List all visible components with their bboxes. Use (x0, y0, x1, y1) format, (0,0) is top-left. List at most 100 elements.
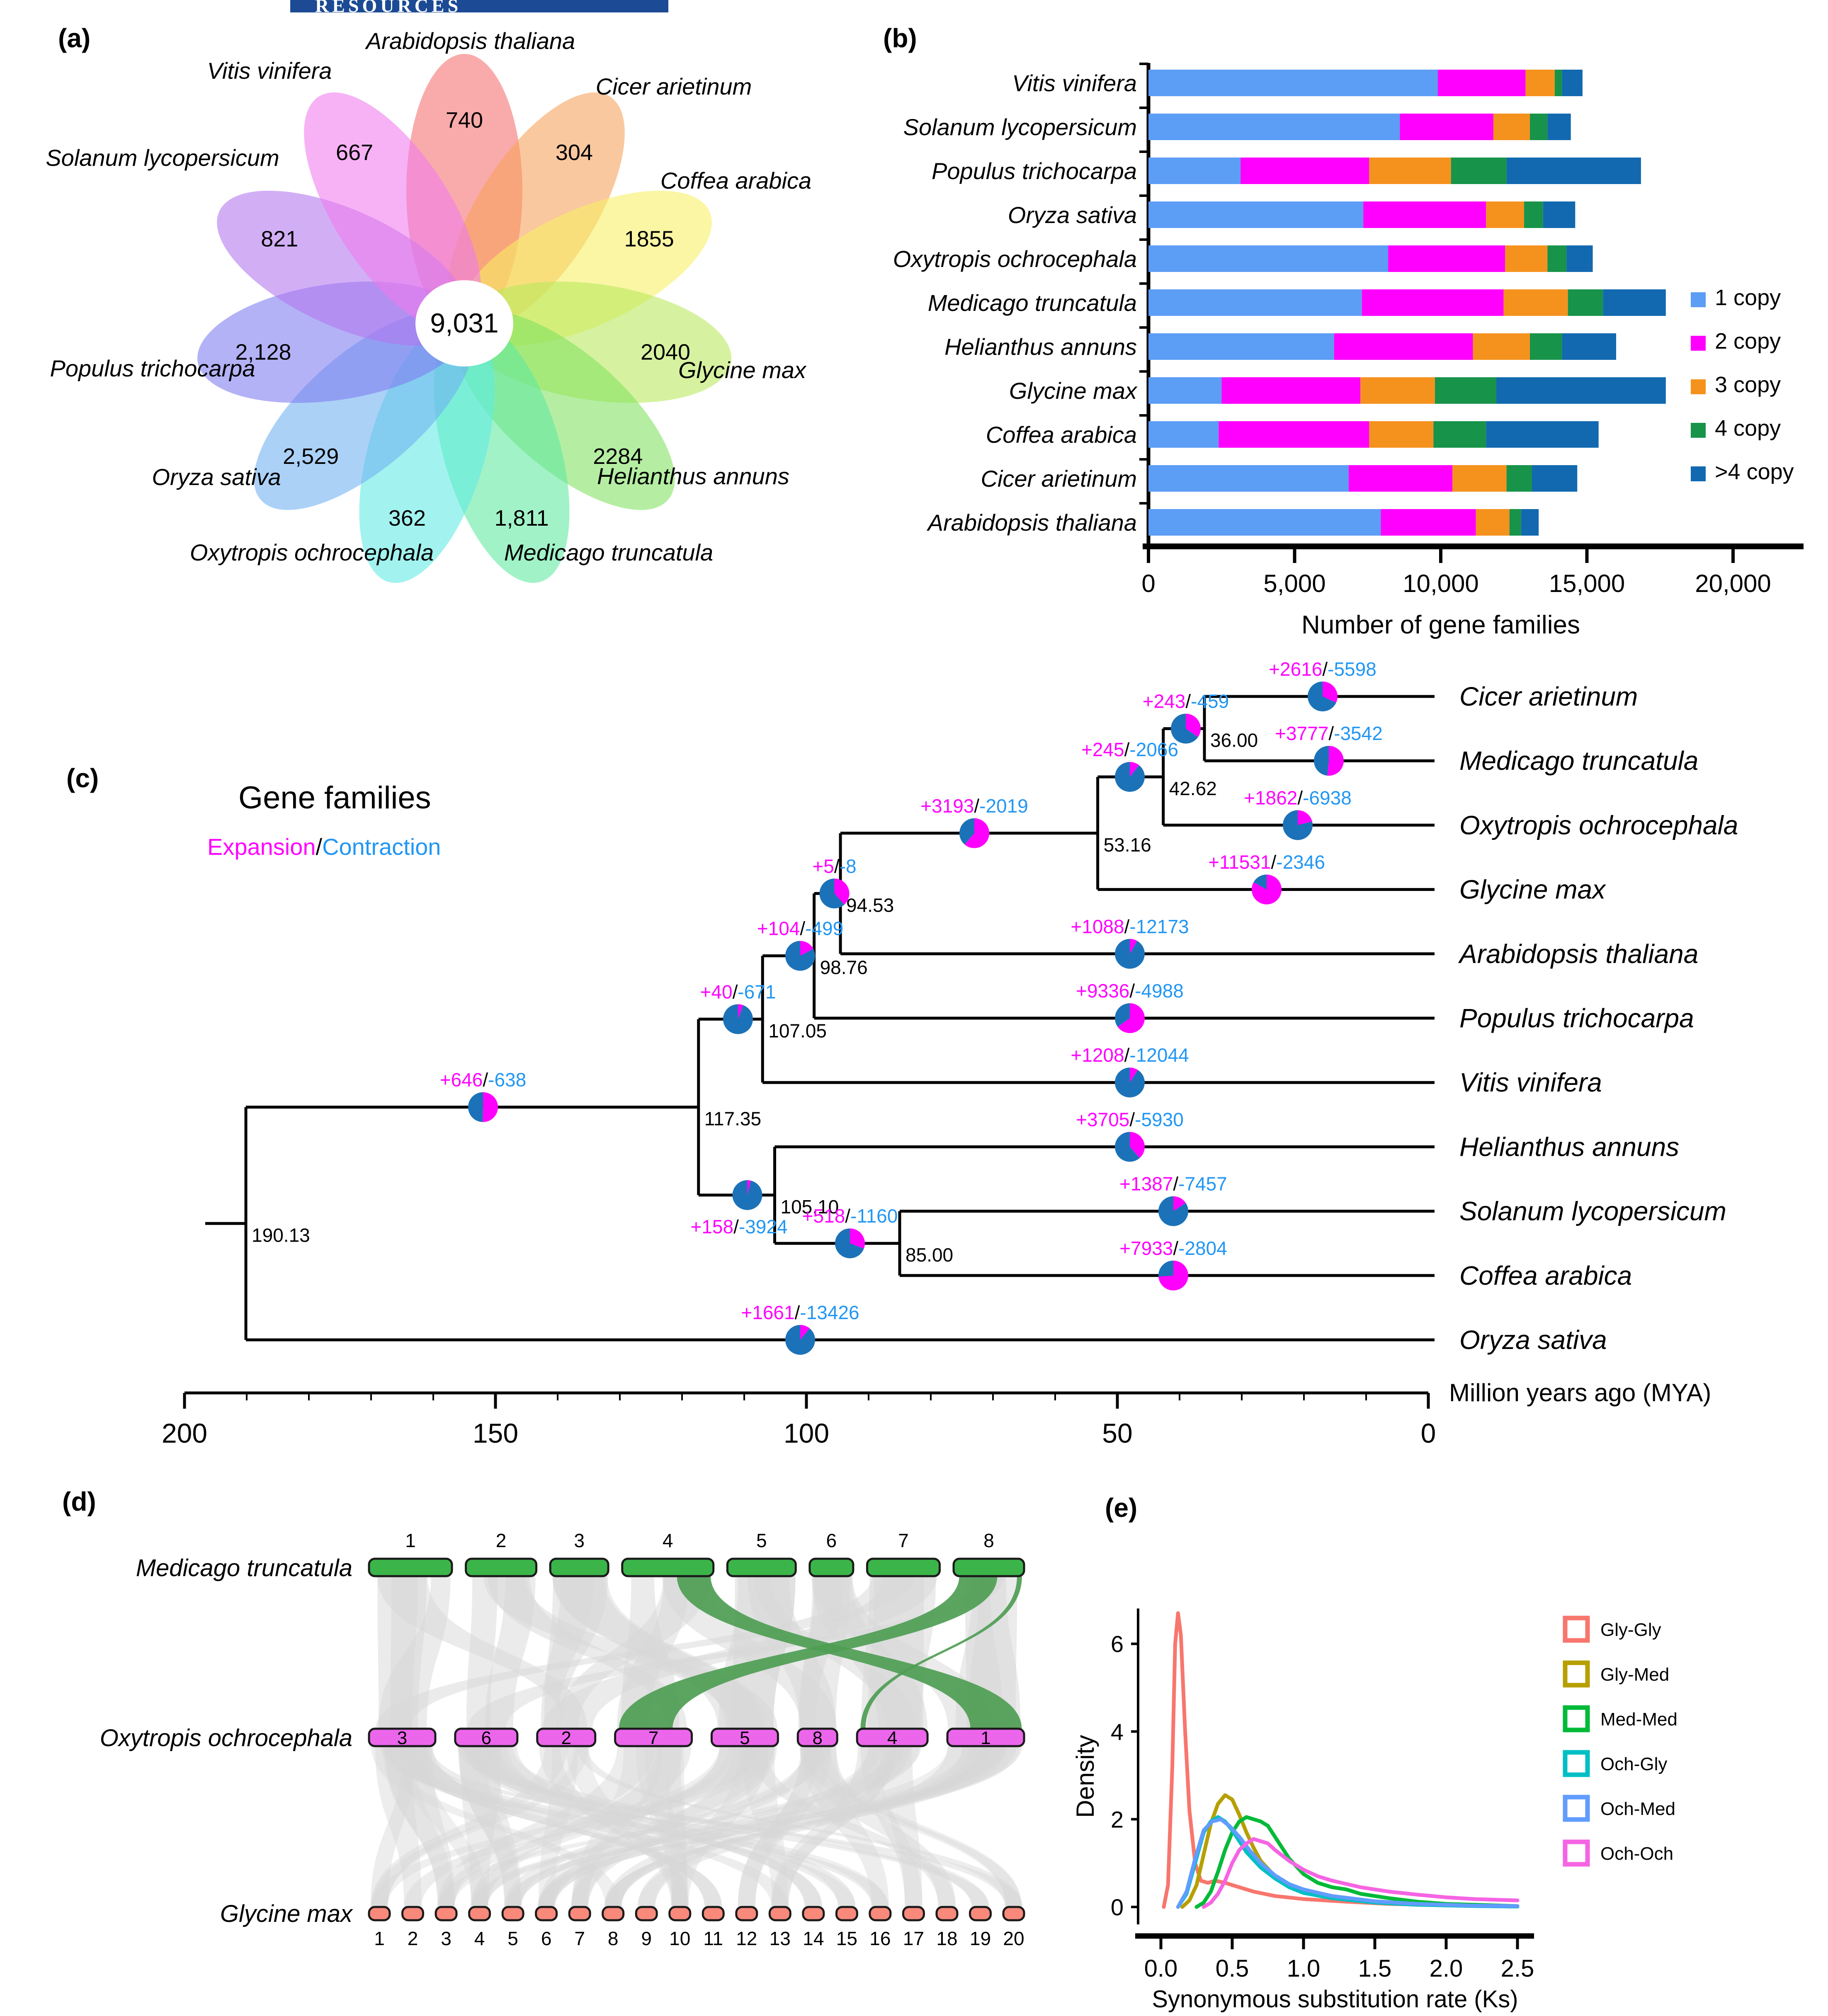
pie-expansion-slice (800, 1325, 810, 1340)
chromosome-number: 5 (756, 1530, 767, 1551)
panel-label-e: (e) (1105, 1493, 1138, 1523)
bar-segment-1copy (1148, 245, 1389, 272)
chromosome-number: 3 (397, 1728, 407, 1748)
synteny-ribbon (438, 1746, 758, 1907)
pie-expansion-slice (834, 878, 850, 905)
chromosome-number: 3 (574, 1530, 585, 1551)
bar-segment-4copy (1506, 158, 1641, 184)
legend-label: >4 copy (1715, 459, 1794, 484)
synteny-ribbon (671, 1746, 769, 1907)
density-curve-gly-gly (1162, 1611, 1520, 1909)
chromosome-number: 3 (441, 1928, 452, 1949)
pie-expansion-slice (747, 1180, 751, 1195)
pie-label: +1661/-13426 (741, 1302, 859, 1323)
chromosome-bar-medicago (549, 1557, 609, 1577)
tip-species-label: Glycine max (1459, 875, 1606, 905)
bar-segment-2copy (1437, 70, 1526, 96)
legend-label: 3 copy (1715, 372, 1781, 397)
synteny-ribbon (505, 1746, 1003, 1907)
pie-label: +7933/-2804 (1119, 1237, 1227, 1259)
x-tick-label: 2.5 (1501, 1955, 1534, 1982)
expansion-contraction-pie (1314, 746, 1344, 776)
chromosome-number: 6 (541, 1928, 552, 1949)
bar-segment-3copy (1369, 421, 1434, 448)
bar-segment-4copy (1521, 509, 1539, 536)
tree-legend: Expansion/Contraction (207, 834, 441, 860)
synteny-plot: 1 2 3 4 5 6 7 83 6 2 7 5 8 4 11 2 3 4 5 6 7 8 9 10 11 12 13 14 15 16 1… (100, 1530, 1025, 1949)
pie-contraction-slice (1171, 713, 1198, 744)
synteny-ribbon (538, 1746, 883, 1907)
expansion-contraction-pie (1158, 1260, 1188, 1291)
pie-expansion-slice (850, 1228, 865, 1249)
chromosome-bar-glycine (869, 1906, 892, 1921)
species-label: Helianthus annuns (597, 463, 789, 489)
pie-contraction-slice (835, 1228, 864, 1259)
x-tick-label: 1.5 (1358, 1955, 1392, 1982)
copy-number-bar-chart: Vitis vinifera Solanum lycopersicum Populu… (893, 63, 1804, 639)
bar-segment-4copy (1547, 114, 1571, 140)
node-age-label: 94.53 (846, 894, 894, 916)
bar-category-label: Populus trichocarpa (932, 158, 1137, 184)
bar-segment-1copy (1148, 465, 1349, 492)
node-age-label: 42.62 (1169, 778, 1217, 799)
chromosome-bar-oxytropis (368, 1727, 437, 1747)
x-tick-label: 10,000 (1403, 570, 1479, 597)
synteny-ribbon (387, 1746, 789, 1907)
pie-label: +1862/-6938 (1244, 787, 1352, 808)
pie-expansion-slice (1323, 682, 1338, 703)
chromosome-bar-glycine (735, 1906, 758, 1921)
node-age-label: 105.10 (781, 1196, 839, 1218)
mya-tick-label: 0 (1421, 1418, 1436, 1448)
bar-segment-4copy (1451, 158, 1507, 184)
chromosome-bar-medicago (726, 1557, 797, 1577)
synteny-species-label: Medicago truncatula (136, 1555, 352, 1582)
expansion-contraction-pie (785, 1325, 816, 1355)
pie-label: +3193/-2019 (920, 795, 1028, 817)
legend-swatch (1691, 336, 1706, 351)
bar-segment-4copy (1486, 421, 1599, 448)
node-age-label: 53.16 (1104, 834, 1151, 856)
chromosome-bar-glycine (435, 1906, 458, 1921)
pie-expansion-slice (1186, 713, 1201, 738)
synteny-ribbon (468, 1576, 1004, 1729)
bar-segment-4copy (1532, 465, 1578, 492)
expansion-contraction-pie (1171, 713, 1201, 744)
chromosome-bar-oxytropis (454, 1727, 519, 1747)
pie-contraction-slice (468, 1092, 483, 1122)
density-curve-med-med (1194, 1815, 1520, 1909)
bar-segment-3copy (1493, 114, 1530, 140)
synteny-ribbon (771, 1746, 895, 1907)
synteny-ribbon (537, 1746, 1020, 1907)
species-label: Medicago truncatula (504, 539, 713, 565)
pie-contraction-slice (1115, 762, 1145, 792)
expansion-contraction-pie (835, 1228, 865, 1259)
chromosome-bar-glycine (935, 1906, 959, 1921)
species-label: Oryza sativa (152, 464, 281, 490)
pie-contraction-slice (1115, 1132, 1140, 1162)
synteny-ribbon (466, 1746, 989, 1907)
chromosome-bar-glycine (702, 1906, 725, 1921)
chromosome-bar-oxytropis (946, 1727, 1025, 1747)
pie-label: +1208/-12044 (1071, 1044, 1189, 1066)
legend-swatch (1563, 1795, 1590, 1822)
chromosome-bar-glycine (1002, 1906, 1025, 1921)
legend-label: Gly-Gly (1600, 1620, 1661, 1640)
expansion-contraction-pie (1115, 1067, 1145, 1098)
chromosome-number: 4 (474, 1928, 485, 1949)
pie-expansion-slice (1173, 1196, 1186, 1211)
density-curve-och-gly (1176, 1815, 1520, 1909)
expansion-contraction-pie (785, 941, 816, 971)
chromosome-number: 7 (898, 1530, 909, 1551)
chromosome-number: 9 (641, 1928, 652, 1949)
center-core-count: 9,031 (430, 308, 498, 338)
chromosome-number: 5 (740, 1728, 750, 1748)
synteny-ribbon (385, 1746, 455, 1907)
tip-species-label: Cicer arietinum (1459, 682, 1638, 711)
pie-expansion-slice (1298, 810, 1312, 825)
chromosome-number: 12 (736, 1928, 757, 1949)
synteny-ribbon (860, 1746, 922, 1907)
chromosome-bar-medicago (808, 1557, 855, 1577)
chromosome-bar-glycine (969, 1906, 992, 1921)
pie-label: +646/-638 (440, 1069, 526, 1091)
bar-segment-3copy (1505, 245, 1548, 272)
